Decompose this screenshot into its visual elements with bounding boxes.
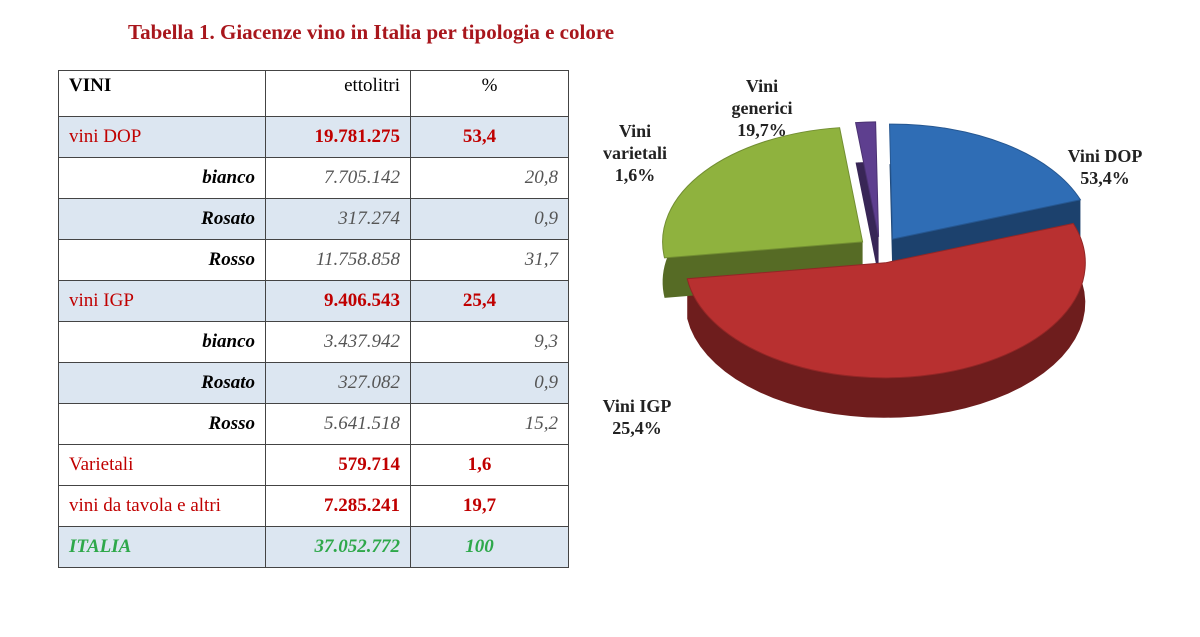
slice xyxy=(854,121,880,237)
title: Tabella 1. Giacenze vino in Italia per t… xyxy=(128,20,615,44)
table-row: Rosso 5.641.518 15,2 xyxy=(58,403,569,445)
table-cell: 317.274 xyxy=(265,198,411,240)
value-label: 19,7% xyxy=(737,120,787,140)
slice-label: Vini DOP 53,4% xyxy=(1045,145,1165,189)
table-row: vini da tavola e altri 7.285.241 19,7 xyxy=(58,485,569,527)
slice-label: Vini IGP 25,4% xyxy=(597,395,677,439)
table-cell: 25,4 xyxy=(410,280,569,322)
value-label: 1,6% xyxy=(614,165,656,185)
slice xyxy=(662,127,864,259)
table-cell: 53,4 xyxy=(410,116,569,158)
table-cell: 9,3 xyxy=(410,321,569,363)
slice xyxy=(686,222,1086,379)
table-cell: Rosso xyxy=(58,403,266,445)
table-row: ITALIA 37.052.772 100 xyxy=(58,526,569,568)
header-cell: % xyxy=(410,70,569,117)
table-row: Varietali 579.714 1,6 xyxy=(58,444,569,486)
table-cell: Rosato xyxy=(58,198,266,240)
table-cell: 9.406.543 xyxy=(265,280,411,322)
table: VINI ettolitri% vini DOP 19.781.275 53,4 bia… xyxy=(58,70,569,568)
table-cell: 19,7 xyxy=(410,485,569,527)
table-row: bianco 7.705.142 20,8 xyxy=(58,157,569,199)
table-cell: 3.437.942 xyxy=(265,321,411,363)
table-cell: 11.758.858 xyxy=(265,239,411,281)
table-row: vini DOP 19.781.275 53,4 xyxy=(58,116,569,158)
table-row: Rosato 317.274 0,9 xyxy=(58,198,569,240)
table-cell: 37.052.772 xyxy=(265,526,411,568)
table-cell: 327.082 xyxy=(265,362,411,404)
table-cell: 7.705.142 xyxy=(265,157,411,199)
header-cell: ettolitri xyxy=(265,70,411,117)
category-label: Vini varietali xyxy=(603,121,667,163)
table-cell: Rosato xyxy=(58,362,266,404)
slice-label: Vini generici 19,7% xyxy=(722,75,802,141)
table-cell: 20,8 xyxy=(410,157,569,199)
slice-label: Vini varietali 1,6% xyxy=(595,120,675,186)
table-cell: vini IGP xyxy=(58,280,266,322)
category-label: Vini IGP xyxy=(602,396,672,416)
category-label: Vini generici xyxy=(731,76,793,118)
value-label: 53,4% xyxy=(1080,168,1130,188)
value-label: 25,4% xyxy=(612,418,662,438)
table-cell: 100 xyxy=(410,526,569,568)
table-cell: 0,9 xyxy=(410,198,569,240)
header-cell: VINI xyxy=(58,70,266,117)
table-cell: 579.714 xyxy=(265,444,411,486)
table-cell: 31,7 xyxy=(410,239,569,281)
table-cell: bianco xyxy=(58,157,266,199)
category-label: Vini DOP xyxy=(1067,146,1143,166)
table-cell: Varietali xyxy=(58,444,266,486)
table-cell: 19.781.275 xyxy=(265,116,411,158)
table-row: vini IGP 9.406.543 25,4 xyxy=(58,280,569,322)
table-cell: vini DOP xyxy=(58,116,266,158)
table-cell: ITALIA xyxy=(58,526,266,568)
table-cell: 1,6 xyxy=(410,444,569,486)
table-cell: Rosso xyxy=(58,239,266,281)
table-row: Rosso 11.758.858 31,7 xyxy=(58,239,569,281)
table-row: bianco 3.437.942 9,3 xyxy=(58,321,569,363)
slice xyxy=(889,123,1082,240)
